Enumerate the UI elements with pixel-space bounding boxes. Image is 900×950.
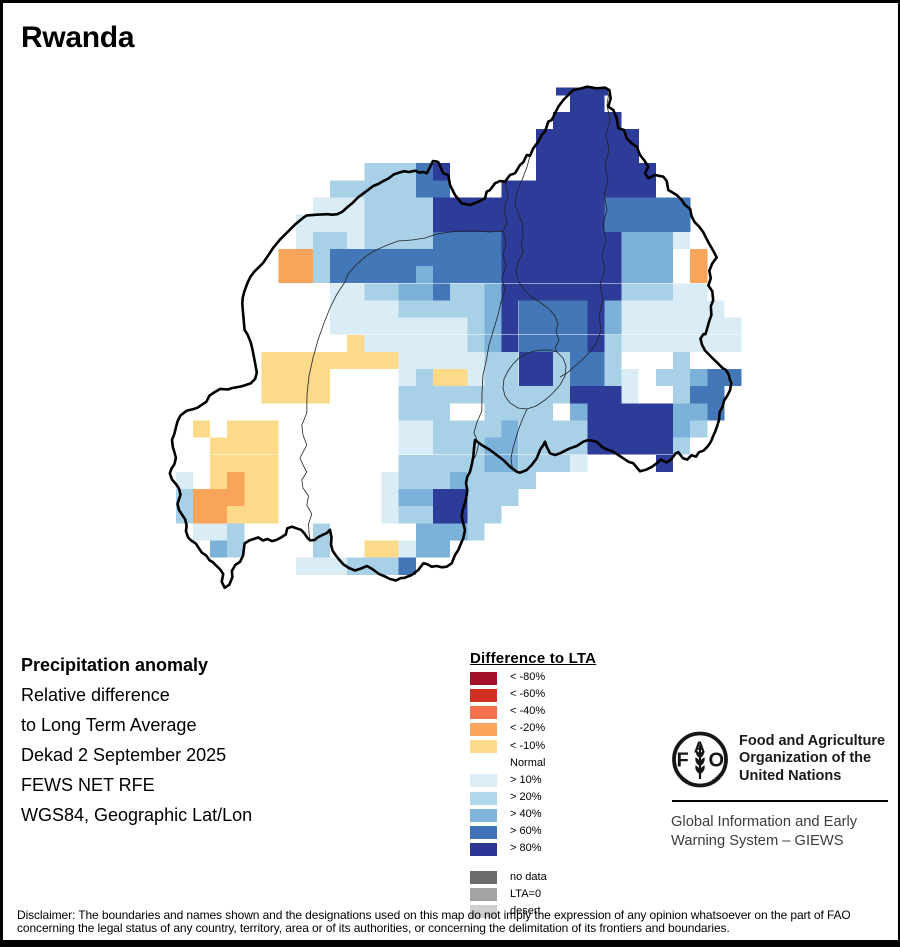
svg-text:O: O xyxy=(709,750,725,772)
svg-text:F: F xyxy=(677,750,689,772)
